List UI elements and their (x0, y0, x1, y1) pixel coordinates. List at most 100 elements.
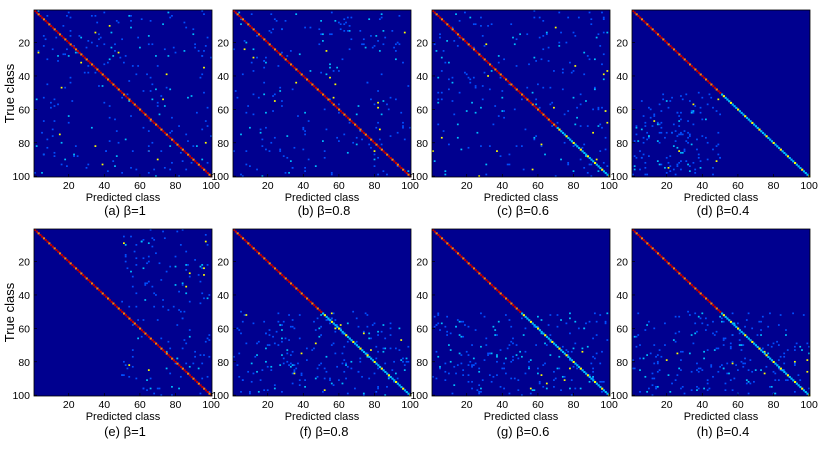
heatmap-cell (380, 73, 383, 76)
diagonal-cell (179, 146, 183, 150)
heatmap-cell (483, 359, 486, 361)
diagonal-cell (781, 369, 784, 372)
heatmap-cell (341, 332, 344, 335)
heatmap-cell (487, 75, 489, 77)
heatmap-cell (114, 43, 116, 46)
heatmap-cell (289, 325, 292, 328)
diagonal-cell (453, 249, 456, 252)
heatmap-cell (471, 387, 473, 390)
diagonal-cell (680, 274, 683, 277)
heatmap-cell (99, 36, 102, 39)
heatmap-cell (588, 58, 591, 61)
diagonal-cell (745, 116, 749, 119)
diagonal-cell (586, 155, 590, 158)
heatmap-cell (490, 23, 493, 26)
heatmap-cell (277, 320, 280, 323)
y-tick-label: 60 (18, 323, 30, 335)
diagonal-cell (387, 374, 391, 377)
heatmap-cell (384, 362, 387, 365)
heatmap-cell (323, 389, 326, 391)
panel-caption: (f) β=0.8 (299, 424, 348, 439)
heatmap-cell (146, 379, 148, 381)
heatmap-cell (197, 50, 200, 52)
diagonal-cell (151, 120, 154, 123)
diagonal-cell (354, 342, 357, 345)
heatmap-cell (252, 56, 255, 59)
heatmap-cell (569, 312, 571, 315)
heatmap-cell (653, 327, 656, 330)
x-tick-label: 60 (732, 180, 744, 192)
diagonal-cell (42, 18, 46, 21)
heatmap-cell (433, 315, 436, 318)
diagonal-cell (683, 277, 686, 280)
heatmap-cell (476, 389, 479, 391)
heatmap-cell (130, 115, 132, 117)
heatmap-cell (398, 349, 401, 351)
heatmap-cell (533, 136, 536, 139)
heatmap-cell (664, 166, 666, 169)
diagonal-cell (325, 96, 328, 99)
heatmap-cell (556, 314, 559, 316)
heatmap-cell (676, 111, 679, 114)
diagonal-cell (155, 123, 158, 126)
heatmap-cell (171, 15, 173, 17)
heatmap-cell (282, 357, 285, 360)
heatmap-cell (108, 25, 111, 27)
heatmap-cell (160, 394, 163, 396)
heatmap-cell (236, 96, 239, 99)
heatmap-cell (639, 344, 641, 346)
heatmap-cell (685, 93, 688, 96)
heatmap-cell (318, 28, 321, 31)
heatmap-cell (651, 372, 654, 375)
y-tick-label: 20 (18, 257, 30, 269)
diagonal-cell (142, 330, 145, 333)
heatmap-cell (565, 322, 568, 325)
diagonal-cell (197, 382, 200, 385)
diagonal-cell (790, 158, 793, 161)
diagonal-cell (569, 357, 572, 360)
heatmap-cell (444, 379, 447, 381)
diagonal-cell (531, 322, 534, 325)
heatmap-cell (574, 342, 577, 345)
heatmap-cell (593, 312, 596, 315)
heatmap-cell (210, 56, 212, 59)
heatmap-cell (653, 115, 656, 117)
heatmap-cell (370, 337, 372, 340)
diagonal-cell (162, 349, 165, 352)
heatmap-cell (106, 61, 109, 64)
heatmap-cell (128, 100, 131, 102)
heatmap-cell (265, 332, 267, 335)
heatmap-cell (583, 143, 586, 146)
heatmap-cell (535, 344, 538, 346)
y-tick-label: 20 (18, 38, 30, 50)
diagonal-cell (316, 307, 319, 310)
heatmap-cell (683, 392, 686, 395)
heatmap-cell (210, 135, 212, 137)
diagonal-cell (553, 342, 556, 345)
diagonal-cell (115, 86, 119, 89)
heatmap-cell (512, 355, 514, 358)
diagonal-cell (547, 118, 550, 121)
diagonal-cell (400, 166, 403, 170)
heatmap-cell (243, 314, 246, 316)
heatmap-cell (35, 98, 38, 101)
heatmap-cell (451, 100, 454, 102)
diagonal-cell (729, 320, 733, 323)
diagonal-cell (78, 270, 81, 273)
heatmap-cell (697, 367, 700, 370)
diagonal-cell (437, 15, 440, 18)
heatmap-cell (745, 382, 748, 385)
heatmap-cell (329, 98, 331, 101)
heatmap-cell (574, 123, 577, 126)
heatmap-cell (181, 160, 184, 162)
heatmap-cell (266, 365, 269, 368)
heatmap-cell (119, 56, 122, 59)
heatmap-cell (442, 130, 445, 132)
heatmap-cell (688, 100, 691, 102)
heatmap-cell (588, 163, 591, 166)
diagonal-cell (87, 60, 90, 63)
heatmap-cell (528, 63, 530, 66)
heatmap-cell (460, 335, 463, 338)
heatmap-cell (519, 33, 521, 36)
